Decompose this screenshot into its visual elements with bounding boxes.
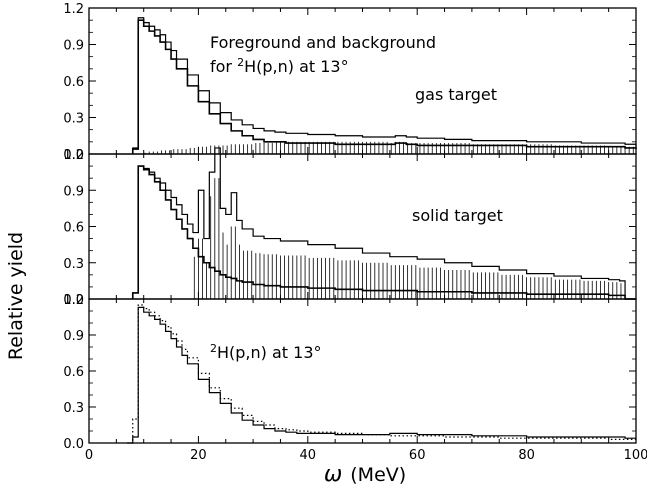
bottom-y-tick-label: 0.9: [63, 329, 84, 344]
x-tick-label: 80: [518, 448, 535, 463]
panel-middle: 0.0 0.3 0.6 0.9 1.2: [63, 147, 637, 308]
top-series-0: [132, 17, 637, 154]
bottom-y-tick-label: 0.3: [63, 401, 84, 416]
bottom-series-0: [127, 306, 636, 444]
middle-y-tick-label: 1.2: [63, 148, 84, 163]
top-title-line2: for 2H(p,n) at 13°: [210, 56, 349, 76]
solid-target-label: solid target: [412, 206, 503, 225]
x-tick-label: 60: [409, 448, 426, 463]
top-title-line1: Foreground and background: [210, 33, 436, 52]
top-y-tick-label: 1.2: [63, 2, 84, 17]
middle-series-1: [131, 165, 636, 300]
bottom-frame: [88, 298, 637, 444]
top-hatched-background: [144, 141, 634, 154]
middle-y-tick-label: 0.6: [63, 221, 84, 236]
x-tick-label: 100: [624, 448, 647, 463]
gas-target-label: gas target: [415, 85, 497, 104]
top-series-1: [131, 19, 637, 154]
middle-y-tick-label: 0.3: [63, 257, 84, 272]
bottom-y-tick-label: 0.0: [63, 437, 84, 452]
top-frame: [88, 7, 637, 155]
x-tick-label: 20: [190, 448, 207, 463]
middle-hatched-background: [193, 178, 622, 299]
y-axis-label: Relative yield: [5, 232, 27, 360]
middle-y-tick-label: 0.0: [63, 293, 84, 308]
bottom-y-tick-label: 1.2: [63, 293, 84, 308]
middle-y-tick-label: 0.9: [63, 184, 84, 199]
middle-series-0: [132, 147, 636, 300]
top-y-tick-label: 0.3: [63, 112, 84, 127]
panel-top: 0.0 0.3 0.6 0.9 1.2: [63, 2, 637, 163]
x-tick-label: 40: [300, 448, 317, 463]
bottom-y-tick-label: 0.6: [63, 365, 84, 380]
top-y-tick-label: 0.6: [63, 75, 84, 90]
top-y-tick-label: 0.9: [63, 39, 84, 54]
x-tick-label: 0: [85, 448, 93, 463]
panel-bottom: 0.0 0.3 0.6 0.9 1.2 0 20 40 60 80 100: [63, 293, 647, 463]
top-y-tick-label: 0.0: [63, 148, 84, 163]
bottom-series-1-dotted: [127, 304, 636, 444]
x-axis-label: ω (MeV): [324, 462, 406, 487]
bottom-panel-label: 2H(p,n) at 13°: [210, 342, 322, 362]
